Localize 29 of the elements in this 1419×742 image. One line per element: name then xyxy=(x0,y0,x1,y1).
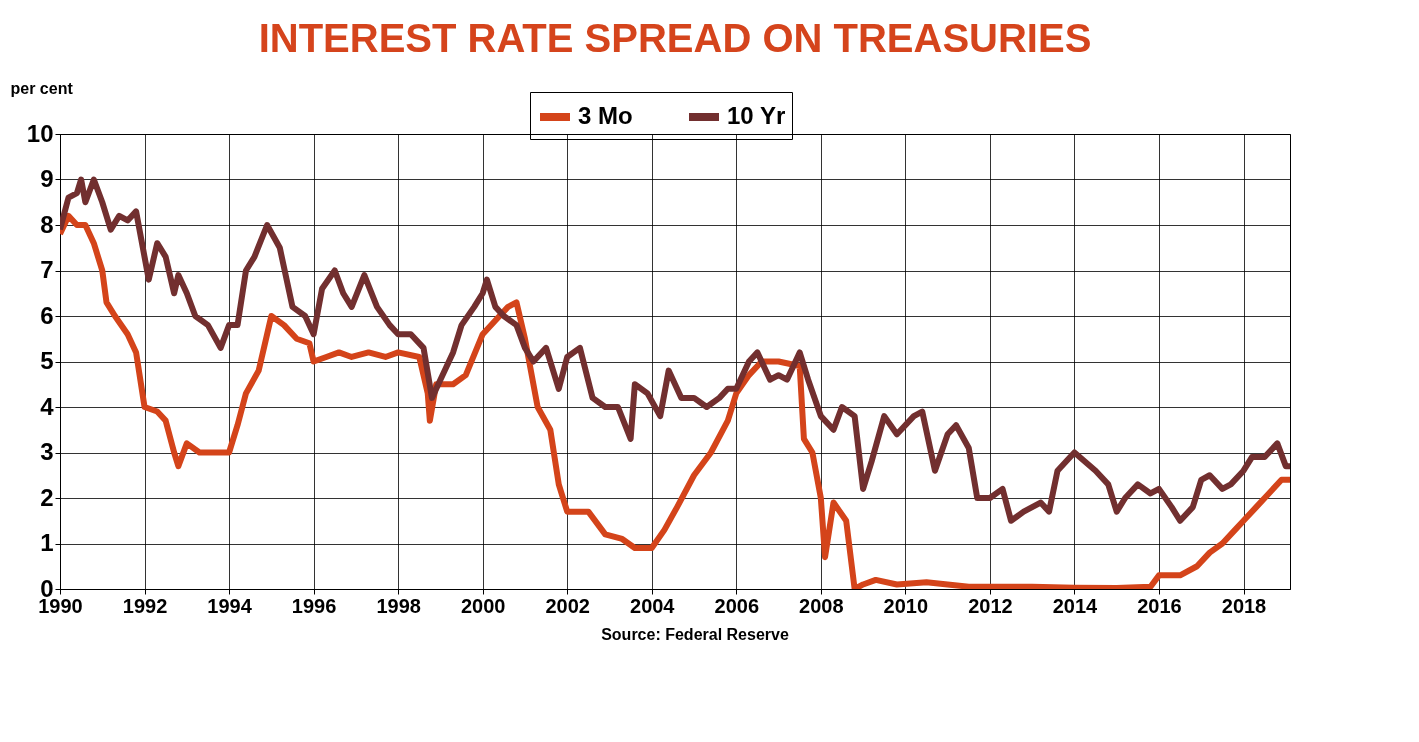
x-tick-label: 2002 xyxy=(545,594,590,617)
y-tick-label: 7 xyxy=(40,256,54,283)
source-note: Source: Federal Reserve xyxy=(601,626,789,643)
y-tick-label: 6 xyxy=(40,301,54,329)
y-tick-label: 8 xyxy=(40,210,54,238)
x-tick-label: 1994 xyxy=(207,594,253,617)
legend-label: 10 Yr xyxy=(727,102,786,129)
y-tick-label: 10 xyxy=(26,119,54,147)
x-tick-label: 2010 xyxy=(883,594,929,617)
y-tick-label: 1 xyxy=(40,529,54,556)
y-tick-label: 4 xyxy=(40,392,55,420)
x-tick-label: 2014 xyxy=(1052,594,1099,617)
x-tick-label: 2000 xyxy=(460,594,506,617)
x-tick-label: 2018 xyxy=(1221,594,1267,617)
y-tick-label: 5 xyxy=(40,347,54,374)
x-tick-label: 2008 xyxy=(799,594,844,617)
x-tick-label: 1992 xyxy=(122,594,168,617)
x-tick-label: 2006 xyxy=(714,594,760,617)
y-axis-title: per cent xyxy=(10,79,74,97)
y-tick-label: 3 xyxy=(40,438,54,465)
x-tick-label: 2004 xyxy=(630,594,676,617)
legend-label: 3 Mo xyxy=(578,102,633,129)
chart-title: INTEREST RATE SPREAD ON TREASURIES xyxy=(258,16,1092,60)
y-tick-label: 9 xyxy=(40,165,54,192)
y-tick-label: 2 xyxy=(40,483,54,511)
x-tick-label: 2012 xyxy=(968,594,1013,617)
x-tick-label: 1998 xyxy=(376,594,421,617)
x-tick-label: 1996 xyxy=(291,594,337,617)
x-tick-label: 2016 xyxy=(1137,594,1182,617)
